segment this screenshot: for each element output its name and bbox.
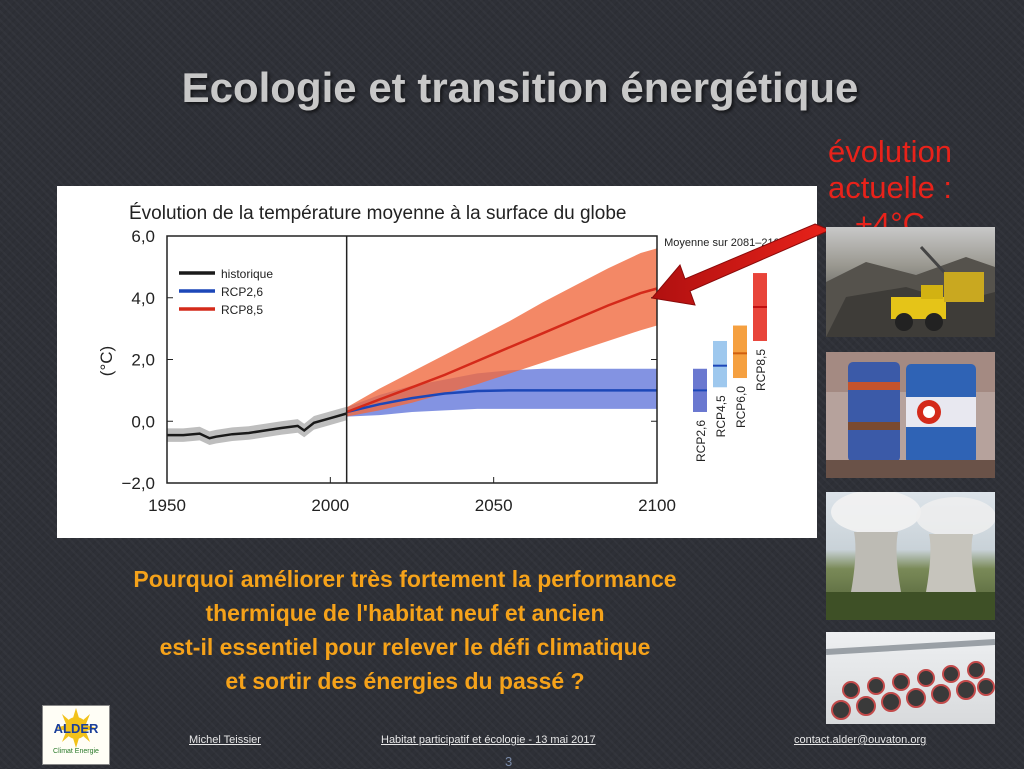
y-tick-label: 0,0: [131, 412, 155, 431]
series-line-0: [167, 412, 348, 440]
legend-label-1: RCP2,6: [221, 285, 263, 299]
side-panel-bar-2: [733, 325, 747, 379]
uncertainty-band-1: [346, 368, 657, 417]
temperature-chart-svg: Évolution de la température moyenne à la…: [97, 203, 786, 515]
legend-label-0: historique: [221, 267, 273, 281]
oil-barrels-photo: [826, 352, 995, 478]
logo-title: ALDER: [53, 721, 99, 736]
uncertainty-band-2: [346, 248, 657, 417]
x-tick-label: 2050: [475, 496, 513, 515]
question-line-3: est-il essentiel pour relever le défi cl…: [159, 634, 651, 660]
footer-author[interactable]: Michel Teissier: [189, 734, 261, 746]
side-panel-title: Moyenne sur 2081–2100: [664, 237, 786, 249]
uncertainty-band-0: [167, 406, 347, 445]
x-tick-label: 2100: [638, 496, 676, 515]
mining-photo: [826, 227, 995, 337]
temperature-chart: Évolution de la température moyenne à la…: [57, 186, 817, 538]
evolution-callout: évolution actuelle : +4°C: [812, 134, 968, 242]
question-line-4: et sortir des énergies du passé ?: [225, 668, 585, 694]
question-line-1: Pourquoi améliorer très fortement la per…: [133, 566, 677, 592]
evolution-line-2: actuelle :: [827, 170, 953, 205]
evolution-line-1: évolution: [827, 134, 953, 169]
side-panel-label-0: RCP2,6: [694, 420, 708, 462]
chart-title: Évolution de la température moyenne à la…: [129, 203, 626, 224]
y-tick-label: 6,0: [131, 227, 155, 246]
question-line-2: thermique de l'habitat neuf et ancien: [205, 600, 605, 626]
slide-title: Ecologie et transition énergétique: [181, 64, 859, 111]
key-question: Pourquoi améliorer très fortement la per…: [40, 562, 770, 698]
page-number: 3: [505, 754, 513, 769]
y-tick-label: −2,0: [121, 474, 155, 493]
nuclear-plant-photo: [826, 492, 995, 620]
y-tick-label: 2,0: [131, 351, 155, 370]
legend-label-2: RCP8,5: [221, 303, 263, 317]
x-tick-label: 1950: [148, 496, 186, 515]
x-tick-label: 2000: [311, 496, 349, 515]
side-panel-bar-1: [713, 340, 727, 388]
logo-subtitle: Climat Energie: [53, 748, 99, 755]
alder-logo: ALDER Climat Energie: [42, 705, 110, 765]
y-tick-label: 4,0: [131, 289, 155, 308]
footer-event[interactable]: Habitat participatif et écologie - 13 ma…: [381, 734, 596, 746]
footer-email-link[interactable]: contact.alder@ouvaton.org: [794, 734, 927, 746]
side-panel-label-1: RCP4,5: [714, 395, 728, 437]
side-panel-label-3: RCP8,5: [754, 349, 768, 391]
side-panel-label-2: RCP6,0: [734, 386, 748, 428]
pipeline-photo: [826, 632, 995, 724]
series-line-2: [346, 287, 658, 414]
series-line-1: [346, 389, 657, 414]
y-axis-label: (°C): [97, 346, 116, 376]
